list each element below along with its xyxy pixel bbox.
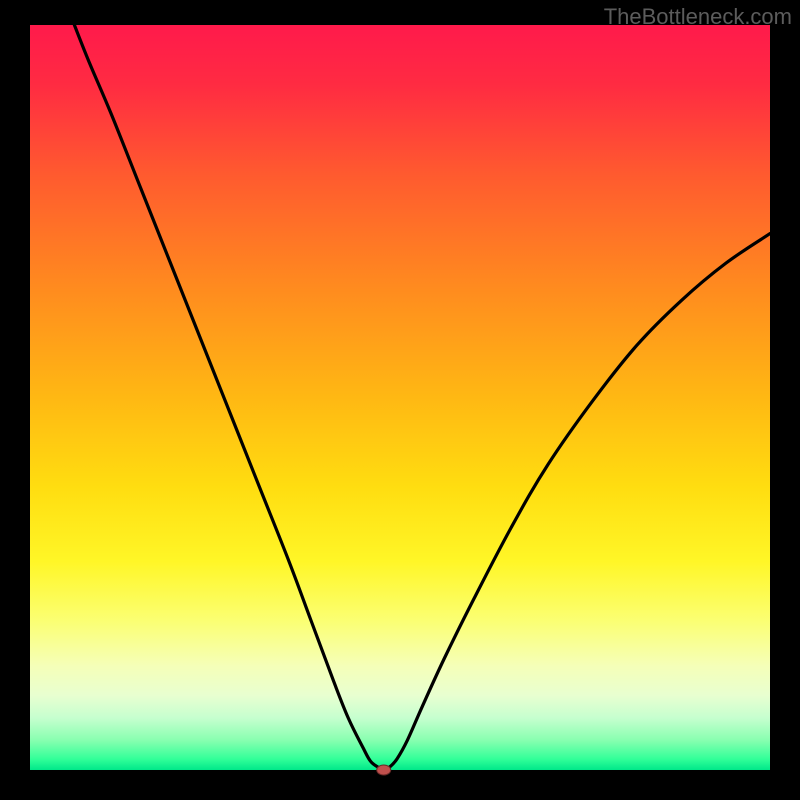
chart-root: { "watermark": { "text": "TheBottleneck.… bbox=[0, 0, 800, 800]
optimum-marker bbox=[377, 765, 391, 775]
gradient-background bbox=[30, 25, 770, 770]
watermark-text: TheBottleneck.com bbox=[604, 4, 792, 30]
bottleneck-chart bbox=[0, 0, 800, 800]
